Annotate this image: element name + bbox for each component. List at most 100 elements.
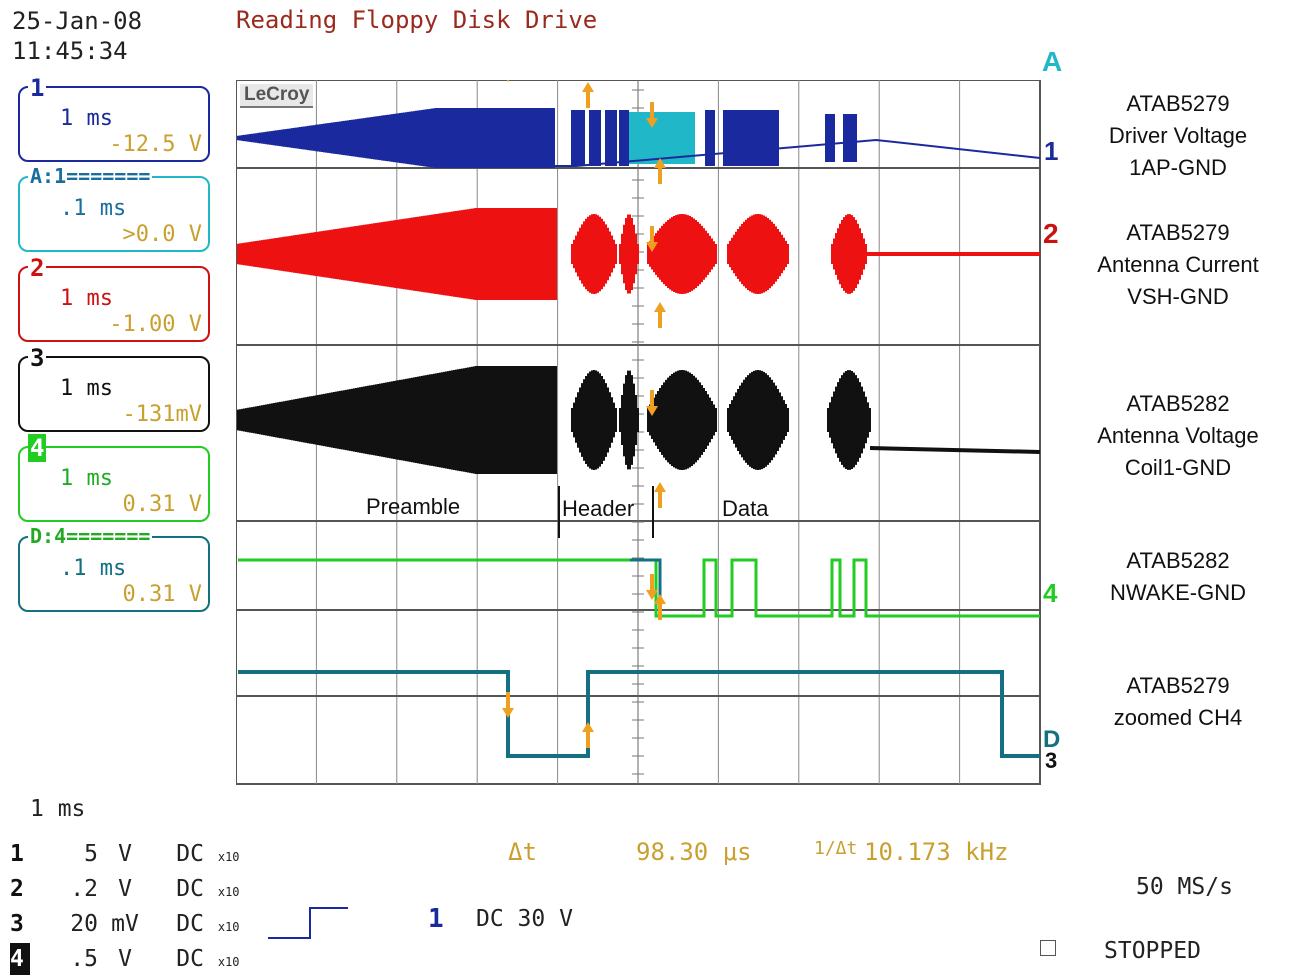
lecroy-logo: LeCroy — [240, 84, 314, 108]
channel-settings-list: 1 5 V DC x10 2.2 V DC x10 3 20 mV DC x10 4.5 V DC … — [10, 838, 240, 978]
delta-t-label: Δt — [508, 838, 537, 866]
setting-unit: V — [118, 946, 132, 972]
setting-coupling: DC — [176, 911, 204, 937]
setting-coupling: DC — [176, 876, 204, 902]
date-time-readout: 25-Jan-08 11:45:34 — [12, 6, 142, 66]
ch2-trace-burst — [647, 214, 717, 294]
ch1-trace-burst — [705, 110, 715, 166]
ch4-trace — [238, 558, 1040, 618]
channel-a-label: A:1======= — [28, 164, 153, 188]
ch3-trace-burst — [827, 370, 871, 470]
channel-3-timebase: 1 ms — [60, 376, 113, 401]
channel-2-offset: -1.00 V — [109, 312, 202, 337]
signal-label-line: VSH-GND — [1127, 284, 1229, 309]
ch3-trace-baseline — [869, 446, 1041, 454]
zoom-d-trace — [238, 670, 1040, 758]
channel-1-box[interactable]: 1 1 ms -12.5 V — [18, 74, 210, 162]
signal-label-line: zoomed CH4 — [1113, 705, 1243, 730]
channel-d-label: D:4======= — [28, 524, 153, 548]
setting-probe: x10 — [217, 850, 240, 864]
setting-channel: 1 — [10, 841, 24, 867]
header-annotation: Header — [562, 496, 635, 521]
frequency-value: 10.173 kHz — [864, 838, 1009, 866]
channel-2-box[interactable]: 2 1 ms -1.00 V — [18, 254, 210, 342]
setting-scale: .5 — [70, 946, 98, 972]
cursor-arrow-icon — [582, 82, 594, 108]
ch1-trace-burst — [825, 114, 835, 162]
channel-d-box[interactable]: D:4======= .1 ms 0.31 V — [18, 524, 210, 612]
signal-label-line: ATAB5282 — [1126, 391, 1230, 416]
date-text: 25-Jan-08 — [12, 7, 143, 35]
channel-a-box[interactable]: A:1======= .1 ms >0.0 V — [18, 164, 210, 252]
setting-coupling: DC — [176, 841, 204, 867]
ch1-trace-burst — [843, 114, 857, 162]
channel-setting-row[interactable]: 3 20 mV DC x10 — [10, 908, 240, 943]
channel-4-timebase: 1 ms — [60, 466, 113, 491]
setting-unit: mV — [111, 911, 139, 937]
setting-unit: V — [118, 876, 132, 902]
trigger-edge-icon — [268, 907, 348, 939]
channel-3-offset: -131mV — [122, 402, 202, 427]
traces — [237, 108, 1041, 758]
trigger-channel: 1 — [428, 904, 444, 934]
cursor-arrow-icon — [646, 102, 658, 128]
signal-label-line: Antenna Current — [1097, 252, 1259, 277]
ch3-trace-burst — [647, 370, 717, 470]
trace-marker-1: 1 — [1044, 136, 1059, 166]
channel-d-timebase: .1 ms — [60, 556, 127, 581]
channel-a-timebase: .1 ms — [60, 196, 127, 221]
sample-rate: 50 MS/s — [1136, 874, 1233, 900]
setting-scale: .2 — [70, 876, 98, 902]
channel-1-offset: -12.5 V — [109, 132, 202, 157]
signal-label-zoomed-ch4: ATAB5279 zoomed CH4 — [1062, 670, 1294, 734]
trigger-level: DC 30 V — [476, 906, 573, 932]
setting-channel: 4 — [10, 943, 30, 975]
ch1-trace-burst — [571, 110, 585, 166]
channel-setting-row[interactable]: 4 .5 V DC x10 — [10, 943, 240, 978]
channel-setting-row[interactable]: 2 .2 V DC x10 — [10, 873, 240, 908]
ch2-trace-burst — [571, 214, 617, 294]
channel-3-label: 3 — [28, 344, 47, 372]
cursor-arrow-icon — [654, 302, 666, 328]
cursor-arrow-icon — [502, 692, 514, 718]
cursor-arrow-icon — [646, 574, 658, 600]
signal-label-line: ATAB5279 — [1126, 220, 1230, 245]
cursor-arrow-icon — [654, 482, 666, 508]
trace-marker-2: 2 — [1043, 218, 1059, 249]
channel-2-timebase: 1 ms — [60, 286, 113, 311]
inverse-delta-t-label: 1/Δt — [814, 838, 858, 859]
screen-title: Reading Floppy Disk Drive — [236, 6, 598, 34]
ch2-trace-preamble — [237, 208, 557, 300]
setting-scale: 20 — [70, 911, 98, 937]
channel-2-label: 2 — [28, 254, 47, 282]
setting-channel: 2 — [10, 876, 24, 902]
cursor-arrow-icon — [654, 158, 666, 184]
setting-probe: x10 — [217, 885, 240, 899]
setting-channel: 3 — [10, 911, 24, 937]
trace-marker-a: A — [1042, 46, 1063, 77]
delta-t-value: 98.30 μs — [636, 838, 752, 866]
cursor-arrow-icon — [582, 722, 594, 748]
signal-label-line: Driver Voltage — [1108, 123, 1248, 148]
header-end-line — [652, 486, 654, 538]
ch1-trace-burst — [605, 110, 617, 166]
channel-setting-row[interactable]: 1 5 V DC x10 — [10, 838, 240, 873]
acquisition-status: STOPPED — [1104, 938, 1201, 964]
signal-label-line: ATAB5279 — [1126, 673, 1230, 698]
data-annotation: Data — [722, 496, 769, 521]
channel-4-box[interactable]: 4 1 ms 0.31 V — [18, 434, 210, 522]
cursor-markers — [502, 80, 666, 748]
signal-label-nwake: ATAB5282 NWAKE-GND — [1062, 545, 1294, 609]
ch3-trace-preamble — [237, 366, 557, 474]
cursor-arrow-icon — [646, 390, 658, 416]
signal-label-driver-voltage: ATAB5279 Driver Voltage 1AP-GND — [1062, 88, 1294, 184]
signal-label-line: Antenna Voltage — [1097, 423, 1259, 448]
ch1-trace-baseline — [554, 138, 1041, 167]
waveform-display[interactable] — [236, 80, 1044, 786]
trace-marker-3: 3 — [1045, 748, 1058, 773]
channel-1-timebase: 1 ms — [60, 106, 113, 131]
preamble-annotation: Preamble — [366, 494, 461, 519]
setting-scale: 5 — [84, 841, 98, 867]
channel-3-box[interactable]: 3 1 ms -131mV — [18, 344, 210, 432]
ch1-trace-preamble — [237, 108, 555, 168]
